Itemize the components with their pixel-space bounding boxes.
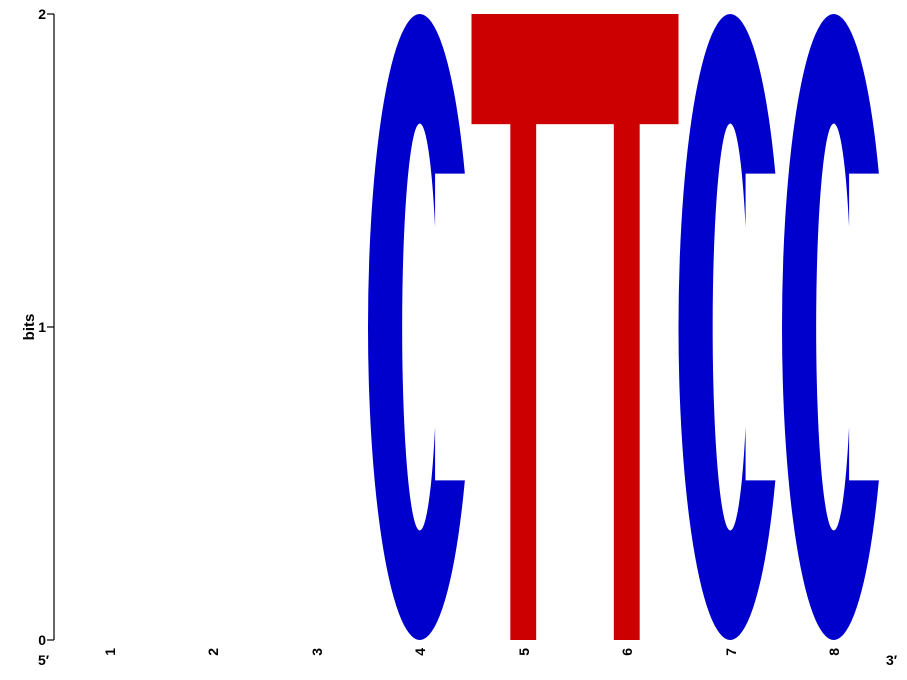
position-labels: 1 2 3 4 5 6 7 8 5′ 3′ <box>38 648 898 668</box>
y-axis-label: bits <box>21 314 38 341</box>
position-label-8: 8 <box>826 648 842 656</box>
y-tick-label-2: 2 <box>38 6 46 22</box>
y-tick-label-0: 0 <box>38 632 46 648</box>
position-label-4: 4 <box>412 648 428 656</box>
position-label-1: 1 <box>102 648 118 656</box>
three-prime-label: 3′ <box>886 652 898 668</box>
position-label-5: 5 <box>516 648 532 656</box>
letter-C-position-7 <box>678 13 776 641</box>
five-prime-label: 5′ <box>38 652 50 668</box>
y-axis: 0 1 2 bits <box>21 6 55 648</box>
letter-C-position-8 <box>782 13 879 641</box>
letter-C-position-4 <box>368 13 465 641</box>
y-tick-label-1: 1 <box>38 319 46 335</box>
position-label-2: 2 <box>205 648 221 656</box>
letter-T-position-6 <box>575 14 679 640</box>
position-label-6: 6 <box>619 648 635 656</box>
position-label-7: 7 <box>723 648 739 656</box>
position-label-3: 3 <box>309 648 325 656</box>
letter-T-position-5 <box>471 14 575 640</box>
letter-stack <box>368 13 879 641</box>
